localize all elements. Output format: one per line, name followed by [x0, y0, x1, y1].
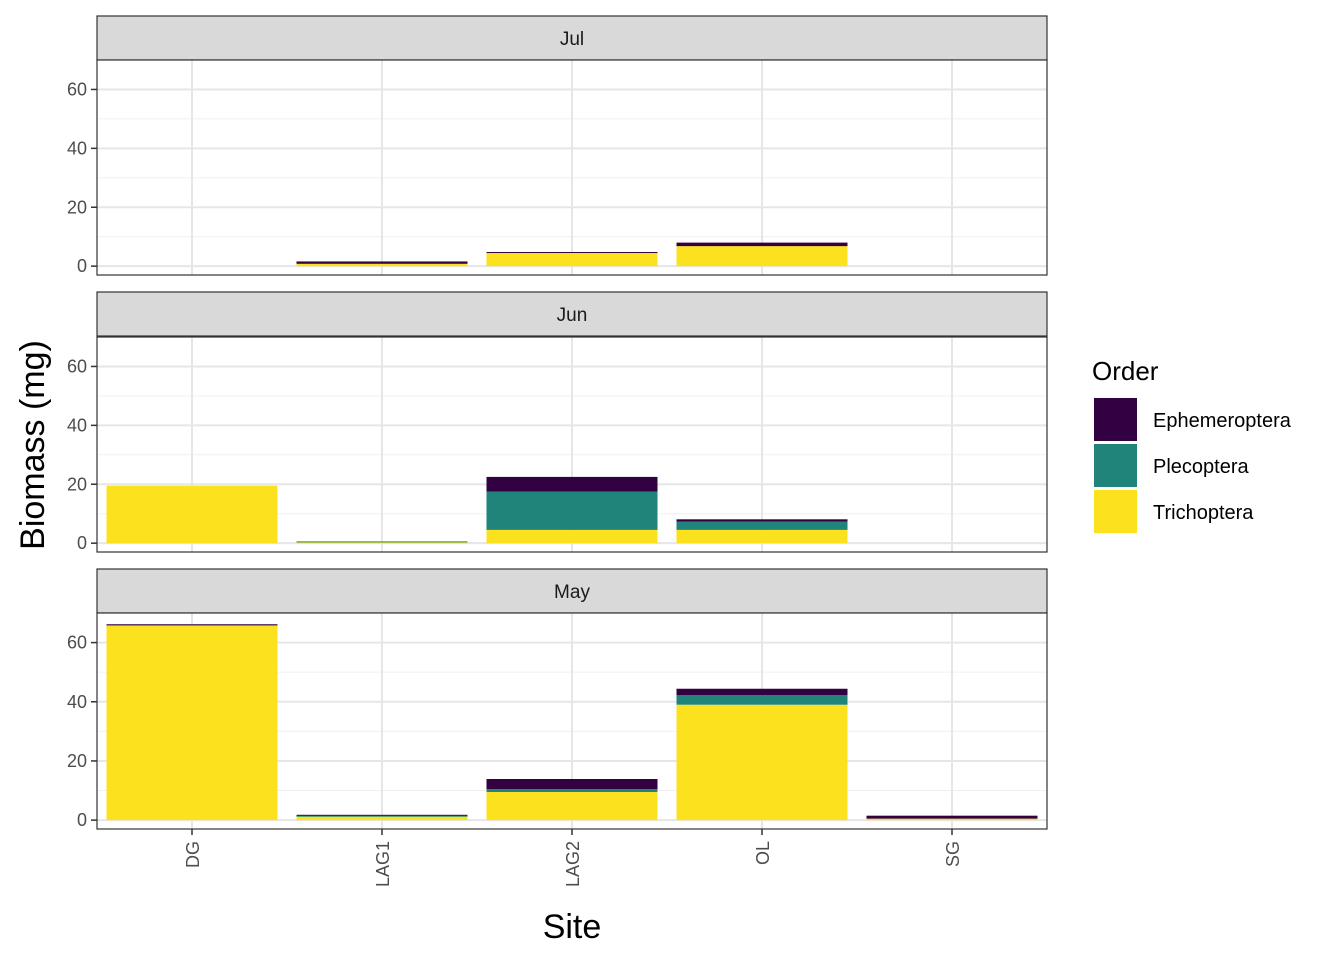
bar-segment — [296, 261, 468, 264]
legend-label: Plecoptera — [1153, 456, 1249, 478]
panel-border — [96, 336, 1048, 553]
legend-key — [1094, 490, 1137, 533]
bar-segment — [296, 541, 468, 543]
bar-segment — [866, 815, 1038, 819]
bar-segment — [106, 485, 278, 544]
facet-strip — [96, 15, 1048, 61]
bar-segment — [486, 778, 658, 790]
legend-label: Trichoptera — [1153, 502, 1254, 524]
bar-segment — [296, 814, 468, 816]
bar-segment — [486, 529, 658, 544]
y-tick-label: 20 — [67, 197, 87, 217]
bar-segment — [106, 625, 278, 821]
y-tick-label: 20 — [67, 751, 87, 771]
y-tick-label: 0 — [77, 810, 87, 830]
x-tick-label: DG — [183, 841, 203, 868]
y-tick-label: 0 — [77, 256, 87, 276]
y-tick-label: 60 — [67, 356, 87, 376]
x-axis-title: Site — [543, 908, 602, 946]
bar-segment — [676, 688, 848, 696]
bar-segment — [676, 704, 848, 821]
bar-segment — [106, 624, 278, 626]
bar-segment — [676, 242, 848, 247]
x-tick-label: SG — [943, 841, 963, 867]
bar-segment — [676, 521, 848, 530]
legend-label: Ephemeroptera — [1153, 410, 1292, 432]
y-tick-label: 40 — [67, 692, 87, 712]
bar-segment — [486, 792, 658, 821]
y-tick-label: 60 — [67, 633, 87, 653]
facet-strip-label: Jul — [560, 29, 584, 50]
x-tick-label: LAG2 — [563, 841, 583, 887]
bar-segment — [486, 252, 658, 267]
bar-segment — [296, 816, 468, 821]
y-tick-label: 20 — [67, 474, 87, 494]
bar-segment — [676, 695, 848, 705]
bar-segment — [296, 542, 468, 544]
legend-key — [1094, 444, 1137, 487]
x-tick-label: LAG1 — [373, 841, 393, 887]
y-tick-label: 0 — [77, 533, 87, 553]
bar-segment — [676, 519, 848, 522]
bar-segment — [486, 476, 658, 492]
bar-segment — [296, 263, 468, 267]
panel-border — [96, 59, 1048, 276]
bar-segment — [486, 789, 658, 793]
y-axis-title: Biomass (mg) — [14, 340, 52, 550]
bar-segment — [676, 246, 848, 267]
facet-strip-label: May — [554, 582, 590, 603]
legend-title: Order — [1092, 356, 1159, 386]
facet-strip — [96, 568, 1048, 614]
bar-segment — [486, 252, 658, 254]
y-tick-label: 60 — [67, 79, 87, 99]
y-tick-label: 40 — [67, 138, 87, 158]
bar-segment — [296, 815, 468, 817]
x-tick-label: OL — [753, 841, 773, 865]
y-tick-label: 40 — [67, 415, 87, 435]
legend-key — [1094, 398, 1137, 441]
facet-strip — [96, 291, 1048, 337]
facet-strip-label: Jun — [557, 305, 588, 326]
bar-segment — [866, 818, 1038, 821]
bar-segment — [486, 491, 658, 530]
bar-segment — [676, 529, 848, 544]
